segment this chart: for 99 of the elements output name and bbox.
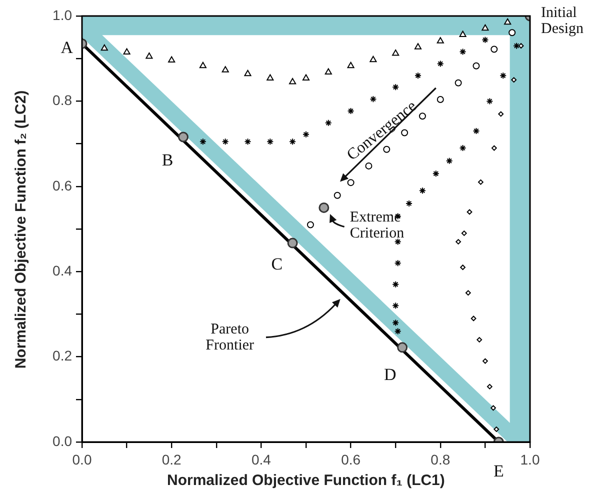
point	[472, 128, 480, 135]
point	[406, 200, 413, 207]
y-tick-label: 0.0	[52, 432, 72, 449]
point	[414, 43, 422, 50]
point	[472, 62, 480, 70]
point	[436, 60, 444, 68]
point	[287, 238, 298, 248]
annotation: Extreme Criterion	[350, 210, 405, 242]
point	[476, 337, 482, 342]
point	[289, 78, 296, 84]
point	[394, 328, 402, 335]
y-tick-label: 0.8	[52, 92, 72, 108]
y-tick-label: 0.6	[52, 177, 72, 194]
x-tick-label: 0.6	[341, 451, 361, 468]
annotation: D	[384, 364, 396, 384]
point	[302, 74, 310, 80]
point	[508, 29, 516, 36]
point	[504, 18, 512, 25]
point	[324, 119, 332, 126]
x-tick-label: 0.0	[72, 451, 92, 468]
point	[454, 79, 462, 86]
point	[222, 66, 229, 72]
point	[222, 138, 229, 146]
point	[324, 68, 332, 74]
point	[486, 384, 492, 390]
annotation: E	[493, 461, 504, 480]
point	[459, 48, 466, 56]
point	[100, 44, 108, 51]
point	[392, 84, 400, 91]
point	[370, 56, 377, 62]
point	[494, 426, 500, 432]
point	[168, 56, 176, 63]
point	[365, 162, 372, 170]
point	[486, 98, 494, 105]
point	[490, 405, 496, 411]
point	[347, 62, 354, 68]
point	[518, 43, 524, 49]
point	[498, 111, 504, 117]
point	[302, 130, 310, 138]
point	[199, 62, 206, 68]
point	[478, 179, 484, 185]
point	[370, 96, 377, 103]
point	[470, 316, 476, 322]
x-axis-title: Normalized Objective Function f₁ (LC1)	[167, 472, 445, 489]
point	[244, 138, 252, 146]
point	[392, 302, 400, 310]
point	[490, 46, 498, 53]
point	[394, 238, 402, 246]
annotation: Pareto Frontier	[206, 322, 254, 354]
x-tick-label: 0.4	[251, 451, 272, 468]
point	[432, 170, 440, 178]
point	[306, 221, 314, 228]
point	[347, 179, 354, 186]
point	[178, 132, 188, 142]
point	[460, 264, 466, 270]
x-tick-label: 0.8	[430, 451, 450, 468]
point	[146, 52, 153, 59]
point	[436, 37, 444, 44]
annotation: C	[271, 254, 283, 274]
y-tick-label: 0.2	[52, 348, 72, 364]
point	[318, 202, 330, 213]
point	[266, 138, 274, 146]
point	[199, 138, 206, 146]
annotation: Initial Design	[541, 4, 584, 37]
point	[418, 187, 426, 194]
annotation: A	[60, 38, 74, 58]
point	[461, 230, 467, 236]
point	[446, 157, 453, 164]
point	[392, 319, 400, 326]
point	[482, 358, 488, 364]
x-tick-label: 1.0	[520, 451, 540, 468]
point	[123, 48, 130, 54]
point	[266, 74, 274, 80]
point	[392, 280, 400, 288]
y-tick-label: 0.4	[52, 262, 72, 278]
y-tick-label: 1.0	[52, 6, 72, 23]
point	[513, 42, 520, 50]
point	[289, 138, 296, 146]
point	[394, 260, 402, 267]
point	[466, 209, 472, 215]
point	[418, 112, 426, 120]
point	[491, 145, 497, 151]
point	[456, 239, 462, 244]
point	[500, 72, 507, 80]
point	[511, 77, 517, 83]
point	[397, 342, 408, 353]
point	[392, 49, 400, 56]
point	[414, 72, 422, 80]
point	[459, 30, 466, 37]
point	[459, 144, 466, 152]
y-axis-title: Normalized Objective Function f₂ (LC2)	[12, 90, 30, 368]
point	[482, 24, 489, 31]
annotation: B	[162, 150, 174, 170]
point	[465, 290, 471, 296]
point	[482, 36, 489, 44]
x-tick-label: 0.2	[162, 451, 182, 468]
point	[244, 70, 252, 76]
point	[436, 96, 444, 103]
point	[334, 192, 341, 199]
